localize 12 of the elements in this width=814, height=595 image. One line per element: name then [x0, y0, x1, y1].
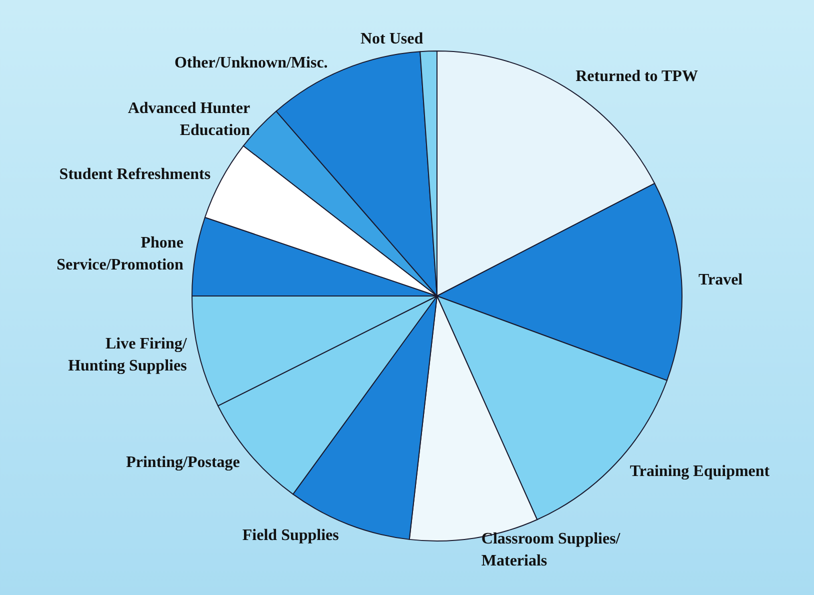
slice-label: Advanced Hunter Education — [128, 100, 250, 139]
slice-label: Not Used — [360, 30, 424, 48]
slice-label: Training Equipment — [630, 462, 770, 480]
slice-label: Other/Unknown/Misc. — [174, 54, 328, 72]
slice-label: Returned to TPW — [576, 68, 698, 85]
slice-label: Classroom Supplies/ Materials — [481, 530, 621, 570]
slice-label: Printing/Postage — [126, 454, 240, 471]
slice-label: Student Refreshments — [59, 166, 211, 183]
slice-label: Field Supplies — [242, 527, 339, 544]
slice-label: Phone Service/Promotion — [56, 234, 184, 274]
slice-label: Travel — [698, 271, 744, 288]
slice-label: Live Firing/ Hunting Supplies — [68, 336, 188, 375]
